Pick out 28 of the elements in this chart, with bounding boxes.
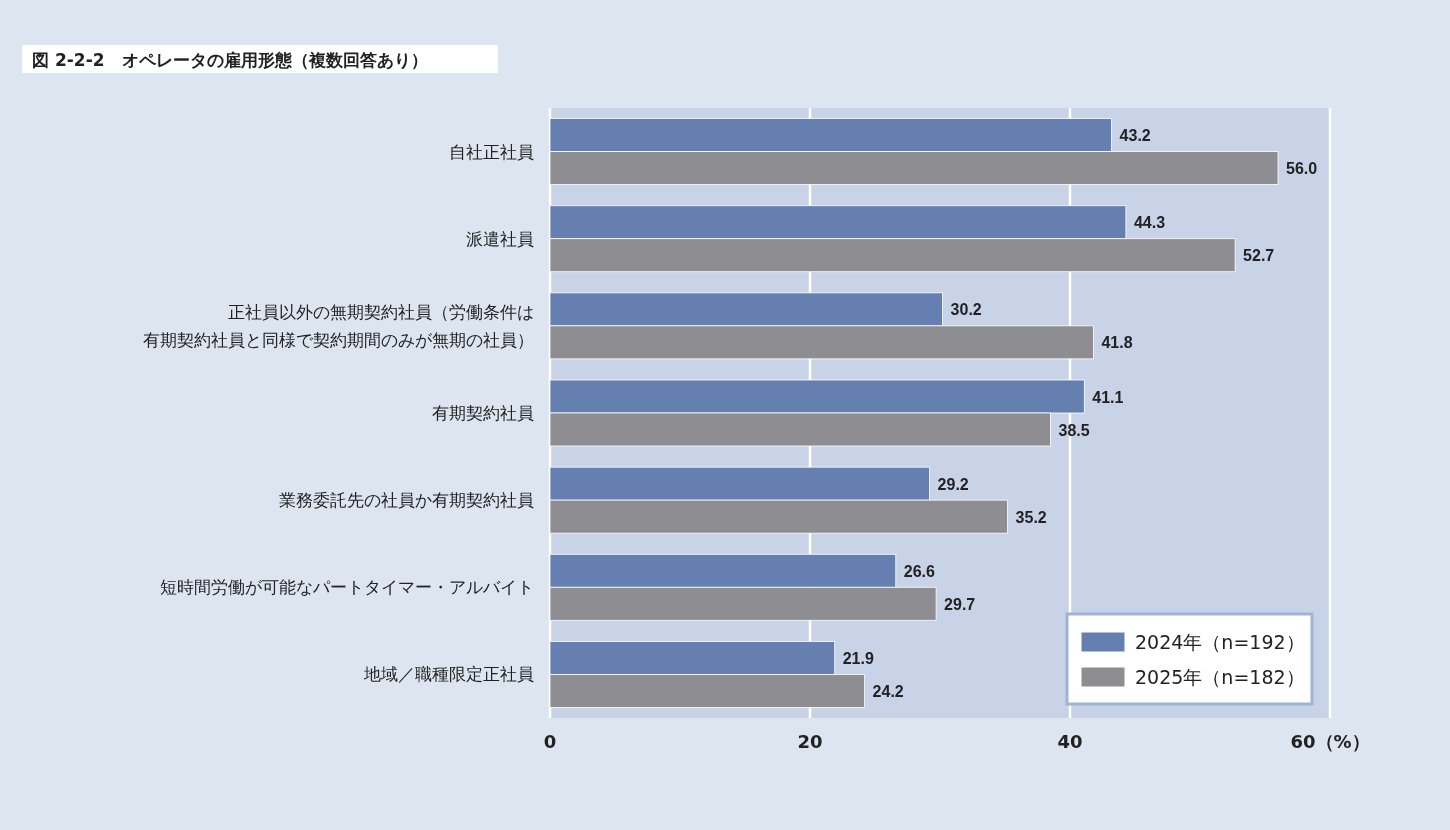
data-label: 26.6 [903,562,936,580]
legend-label: 2024年（n=192） [1135,631,1305,653]
data-label: 38.5 [1058,421,1090,439]
data-label: 24.2 [872,682,904,700]
data-label: 21.9 [842,649,874,667]
y-tick-label: 地域／職種限定正社員 [363,664,534,685]
y-tick-label: 派遣社員 [466,228,534,249]
data-label: 56.0 [1286,160,1318,178]
data-label: 43.2 [1119,127,1151,145]
legend-label: 2025年（n=182） [1135,666,1305,688]
x-tick-label: 60（%） [1290,731,1370,752]
x-tick-label: 40 [1057,731,1083,752]
data-label: 41.8 [1101,334,1133,352]
y-tick-label: 業務委託先の社員か有期契約社員 [279,490,534,511]
data-label: 44.3 [1133,214,1166,232]
x-tick-label: 20 [797,731,823,752]
x-tick-label: 0 [543,731,557,752]
y-tick-label: 有期契約社員 [432,403,534,423]
data-label: 30.2 [950,301,982,319]
data-label: 29.2 [937,475,969,493]
text: 図 2-2-2 オペレータの雇用形態（複数回答あり） [32,50,428,70]
data-label: 29.7 [944,595,976,613]
y-tick-label: 短時間労働が可能なパートタイマー・アルバイト [160,577,534,598]
data-label: 52.7 [1243,247,1275,265]
y-tick-label: 自社正社員 [449,141,534,162]
y-tick-label: 正社員以外の無期契約社員（労働条件は有期契約社員と同様で契約期間のみが無期の社員） [143,301,534,350]
data-label: 41.1 [1092,388,1124,406]
data-label: 35.2 [1015,508,1047,526]
